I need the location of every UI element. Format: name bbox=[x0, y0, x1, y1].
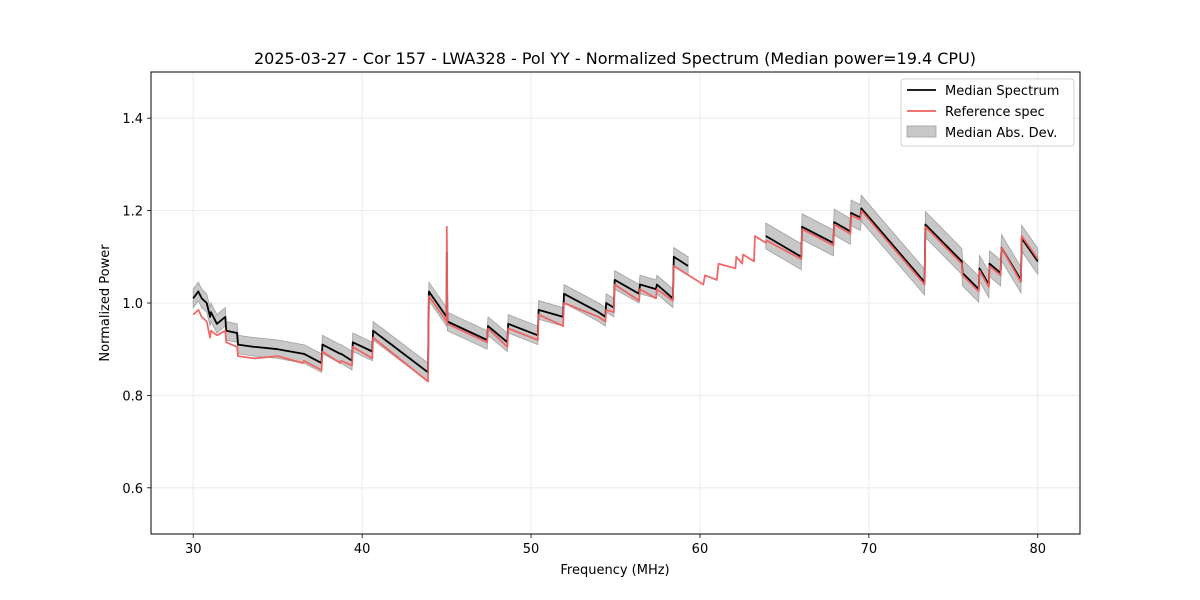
mad-band bbox=[765, 194, 1039, 304]
x-axis-title: Frequency (MHz) bbox=[560, 563, 669, 578]
legend-median-label: Median Spectrum bbox=[945, 84, 1059, 99]
x-tick-label: 50 bbox=[523, 542, 540, 557]
legend-reference-label: Reference spec bbox=[945, 105, 1045, 120]
y-tick-label: 1.0 bbox=[122, 297, 143, 312]
y-tick-label: 1.2 bbox=[122, 205, 143, 220]
grid-layer bbox=[151, 72, 1080, 534]
legend-mad-swatch bbox=[906, 125, 937, 138]
x-tick-label: 30 bbox=[185, 542, 202, 557]
x-tick-label: 40 bbox=[354, 542, 371, 557]
x-tick-label: 80 bbox=[1029, 542, 1046, 557]
x-axis-ticks: 30 40 50 60 70 80 bbox=[185, 534, 1046, 557]
y-axis-title: Normalized Power bbox=[98, 244, 113, 362]
reference-spec-layer bbox=[192, 209, 1039, 383]
legend-box bbox=[900, 78, 1075, 147]
chart-title: 2025-03-27 - Cor 157 - LWA328 - Pol YY -… bbox=[254, 49, 976, 68]
legend: Median Spectrum Reference spec Median Ab… bbox=[900, 78, 1075, 147]
x-tick-label: 60 bbox=[692, 542, 709, 557]
y-axis-ticks: 0.6 0.8 1.0 1.2 1.4 bbox=[122, 112, 151, 497]
y-tick-label: 0.6 bbox=[122, 482, 143, 497]
x-tick-label: 70 bbox=[861, 542, 878, 557]
y-tick-label: 1.4 bbox=[122, 112, 143, 127]
median-spectrum-layer bbox=[192, 207, 1039, 374]
mad-band-layer bbox=[192, 194, 1039, 383]
y-tick-label: 0.8 bbox=[122, 389, 143, 404]
reference-spec-line bbox=[192, 209, 1039, 383]
legend-mad-label: Median Abs. Dev. bbox=[945, 126, 1057, 141]
